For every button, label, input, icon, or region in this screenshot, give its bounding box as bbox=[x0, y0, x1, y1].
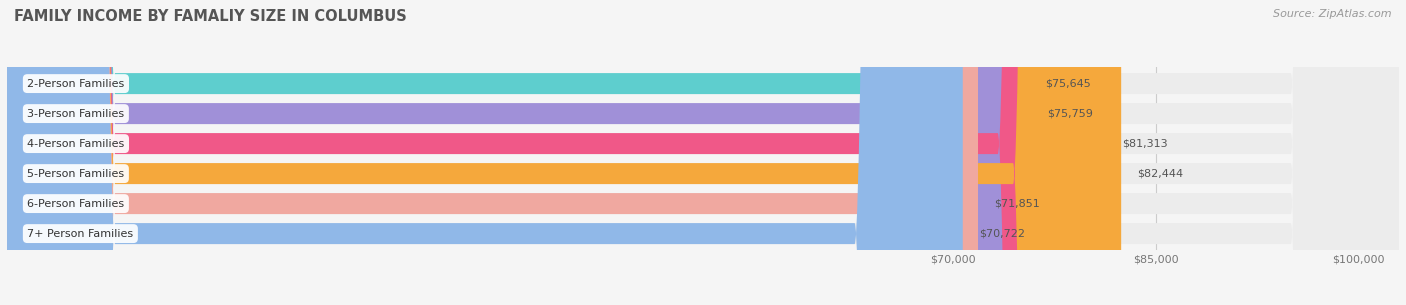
FancyBboxPatch shape bbox=[7, 0, 1399, 305]
FancyBboxPatch shape bbox=[7, 0, 1399, 305]
FancyBboxPatch shape bbox=[7, 0, 1399, 305]
Text: 6-Person Families: 6-Person Families bbox=[27, 199, 124, 209]
Text: 4-Person Families: 4-Person Families bbox=[27, 138, 125, 149]
Text: $75,759: $75,759 bbox=[1047, 109, 1092, 119]
Text: 3-Person Families: 3-Person Families bbox=[27, 109, 124, 119]
FancyBboxPatch shape bbox=[7, 0, 1399, 305]
Text: FAMILY INCOME BY FAMALIY SIZE IN COLUMBUS: FAMILY INCOME BY FAMALIY SIZE IN COLUMBU… bbox=[14, 9, 406, 24]
FancyBboxPatch shape bbox=[7, 0, 963, 305]
FancyBboxPatch shape bbox=[7, 0, 1031, 305]
FancyBboxPatch shape bbox=[7, 0, 1107, 305]
FancyBboxPatch shape bbox=[7, 0, 979, 305]
FancyBboxPatch shape bbox=[7, 0, 1029, 305]
Text: $81,313: $81,313 bbox=[1122, 138, 1168, 149]
Text: 7+ Person Families: 7+ Person Families bbox=[27, 229, 134, 239]
Text: 5-Person Families: 5-Person Families bbox=[27, 169, 124, 179]
Text: $82,444: $82,444 bbox=[1137, 169, 1184, 179]
Text: 2-Person Families: 2-Person Families bbox=[27, 79, 125, 88]
FancyBboxPatch shape bbox=[7, 0, 1399, 305]
Text: $71,851: $71,851 bbox=[994, 199, 1040, 209]
Text: $70,722: $70,722 bbox=[979, 229, 1025, 239]
Text: $75,645: $75,645 bbox=[1046, 79, 1091, 88]
FancyBboxPatch shape bbox=[7, 0, 1121, 305]
FancyBboxPatch shape bbox=[7, 0, 1399, 305]
Text: Source: ZipAtlas.com: Source: ZipAtlas.com bbox=[1274, 9, 1392, 19]
